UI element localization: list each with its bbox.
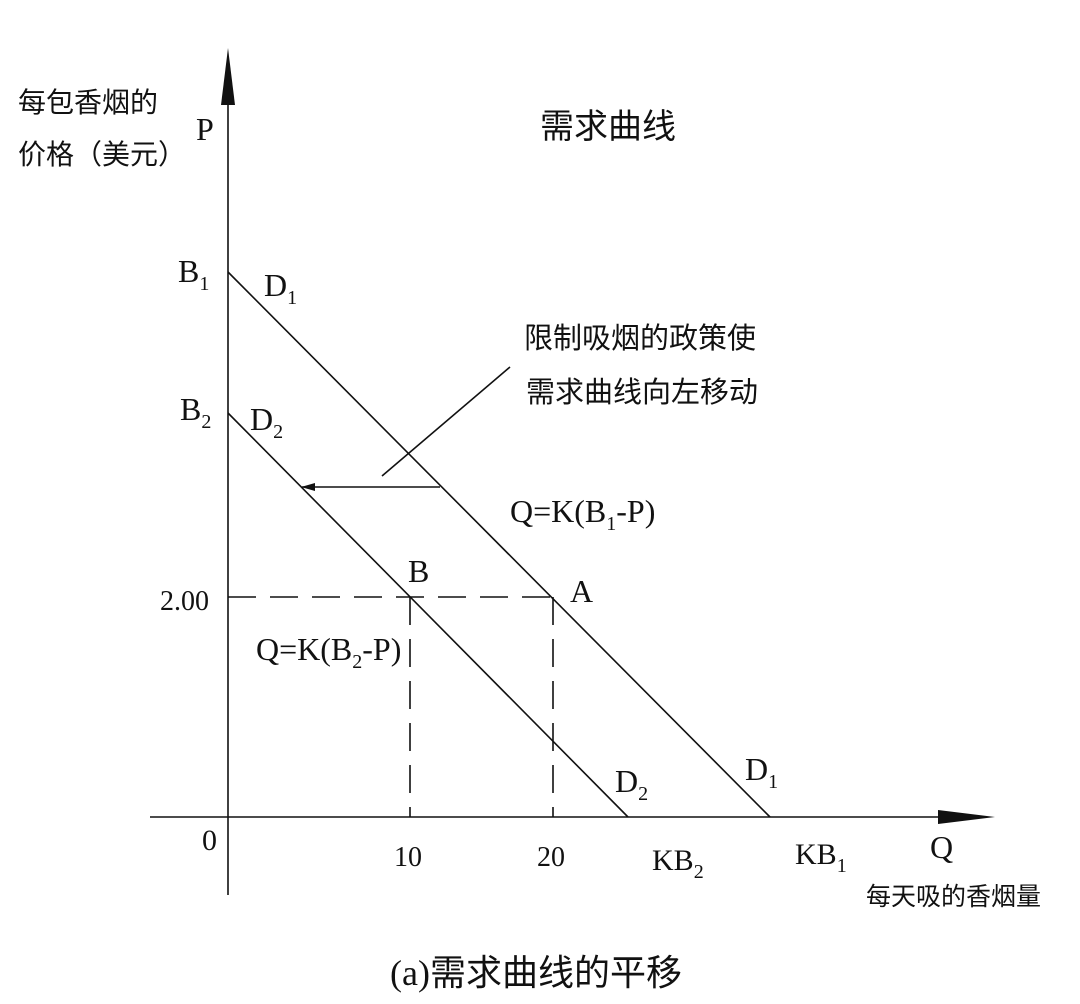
y-axis-arrow: [221, 48, 235, 105]
point-b-label: B: [408, 553, 429, 589]
d1-bottom-label: D1: [745, 751, 778, 793]
d2-top-label: D2: [250, 401, 283, 443]
d1-top-label: D1: [264, 267, 297, 309]
x-tick-20: 20: [537, 842, 565, 873]
annotation-line2: 需求曲线向左移动: [526, 375, 758, 409]
b2-label: B2: [180, 391, 211, 433]
point-a-label: A: [570, 573, 593, 609]
x-axis-label: 每天吸的香烟量: [866, 882, 1041, 911]
b1-label: B1: [178, 253, 209, 295]
d1-equation: Q=K(B1-P): [510, 493, 655, 535]
d2-bottom-label: D2: [615, 763, 648, 805]
x-axis-symbol: Q: [930, 829, 953, 865]
y-tick-2: 2.00: [160, 586, 209, 617]
demand-curve-d1: [227, 271, 771, 818]
annotation-leader-line: [381, 366, 511, 477]
y-axis-label-line1: 每包香烟的: [18, 86, 158, 119]
origin-label: 0: [202, 824, 217, 857]
y-axis-symbol: P: [196, 111, 214, 147]
demand-curve-d2: [227, 412, 629, 818]
d2-equation: Q=K(B2-P): [256, 631, 401, 673]
kb1-label: KB1: [795, 838, 847, 877]
kb2-label: KB2: [652, 844, 704, 883]
annotation-line1: 限制吸烟的政策使: [524, 321, 756, 355]
y-axis-label-line2: 价格（美元）: [18, 138, 186, 171]
diagram-title: 需求曲线: [540, 107, 676, 147]
x-axis-arrow: [938, 810, 995, 824]
caption: (a)需求曲线的平移: [390, 953, 682, 993]
x-tick-10: 10: [394, 842, 422, 873]
